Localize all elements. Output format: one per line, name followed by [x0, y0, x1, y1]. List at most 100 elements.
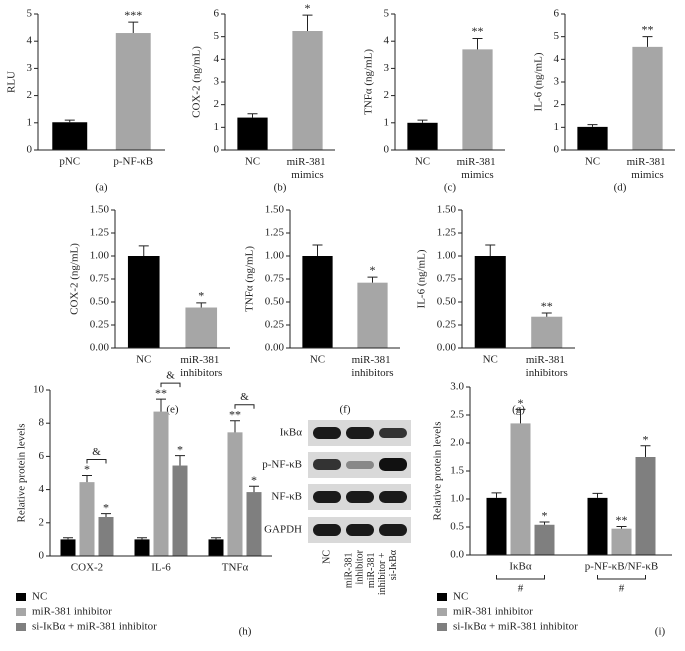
bar — [185, 307, 218, 348]
y-tick-label: 0.50 — [265, 296, 285, 308]
legend-swatch — [437, 608, 447, 616]
y-tick-label: 6 — [39, 450, 45, 462]
y-tick-label: 0.25 — [437, 319, 457, 331]
error-bar — [417, 119, 428, 123]
y-tick-label: 1.25 — [437, 227, 457, 239]
x-tick-label: p-NF-κB — [113, 156, 153, 168]
error-bar — [485, 244, 496, 256]
label-line: inhibitors — [180, 367, 222, 379]
blot-band — [313, 491, 341, 503]
y-tick-label: 3 — [554, 76, 560, 88]
comparison-bracket — [160, 382, 181, 388]
protein-label: GAPDH — [264, 524, 302, 536]
legend-swatch — [437, 593, 447, 601]
y-tick-label: 1.50 — [90, 204, 110, 216]
y-tick-label: 1.00 — [265, 250, 285, 262]
lane-label: miR-381 inhibitor + si-IκBα — [366, 549, 399, 595]
significance-label: * — [198, 289, 204, 303]
label-line: inhibitor + — [377, 550, 388, 595]
significance-label: *** — [124, 8, 142, 22]
y-axis-label: IL-6 (ng/mL) — [533, 52, 545, 111]
bracket-label: # — [619, 583, 625, 595]
y-tick-label: 1.00 — [437, 250, 457, 262]
bar — [127, 256, 160, 348]
x-tick-label: miR-381 mimics — [287, 156, 329, 181]
lane-label: miR-381 inhibitor — [344, 549, 366, 588]
legend-swatch — [437, 623, 447, 631]
x-tick-label: NC — [136, 354, 151, 366]
y-axis-label: IL-6 (ng/mL) — [416, 249, 428, 308]
significance-label: * — [643, 433, 649, 447]
bar — [172, 465, 188, 556]
y-tick-label: 0.5 — [450, 521, 464, 533]
label-line: inhibitors — [526, 367, 568, 379]
label-line: miR-381 — [627, 156, 669, 168]
y-tick-label: 1.00 — [90, 250, 110, 262]
y-axis-label: TNFα (ng/mL) — [244, 246, 256, 312]
bar — [246, 492, 262, 556]
error-bar — [247, 113, 258, 118]
bar — [153, 411, 169, 556]
comparison-bracket — [234, 404, 255, 409]
y-axis-label: TNFα (ng/mL) — [363, 49, 375, 115]
y-tick-label: 2 — [39, 516, 45, 528]
bar — [134, 539, 150, 556]
y-tick-label: 0 — [214, 144, 220, 156]
y-tick-label: 3 — [214, 76, 220, 88]
error-bar — [196, 302, 207, 308]
bar — [486, 497, 507, 555]
y-tick-label: 1.50 — [437, 204, 457, 216]
bar — [52, 122, 88, 150]
y-tick-label: 2.5 — [450, 409, 464, 421]
label-line: inhibitor — [355, 549, 366, 584]
bar — [115, 33, 151, 150]
significance-label: * — [370, 263, 376, 277]
y-tick-label: 4 — [27, 35, 33, 47]
error-bar — [640, 445, 651, 457]
error-bar — [230, 420, 240, 433]
protein-label: NF-κB — [271, 491, 302, 503]
bar — [357, 282, 388, 348]
bar — [534, 524, 555, 555]
blot-band — [379, 458, 407, 471]
x-tick-label: miR-381 inhibitors — [351, 354, 393, 379]
legend-label: miR-381 inhibitor — [32, 606, 112, 618]
error-bar — [472, 37, 483, 50]
y-tick-label: 5 — [384, 8, 390, 20]
significance-label: ** — [472, 24, 484, 38]
y-tick-label: 0.50 — [437, 296, 457, 308]
x-tick-label: NC — [310, 354, 325, 366]
bar — [587, 497, 608, 555]
y-tick-label: 2.0 — [450, 437, 464, 449]
error-bar — [587, 124, 598, 127]
lane-label: NC — [321, 550, 332, 564]
y-tick-label: 0.25 — [265, 319, 285, 331]
x-tick-label: COX-2 — [71, 562, 103, 574]
y-tick-label: 1 — [27, 116, 33, 128]
significance-label: ** — [541, 299, 553, 313]
label-line: miR-381 — [366, 550, 377, 588]
bar — [98, 516, 114, 556]
legend-swatch — [16, 593, 26, 601]
significance-label: ** — [616, 513, 628, 527]
significance-label: * — [542, 509, 548, 523]
x-tick-label: p-NF-κB/NF-κB — [585, 561, 658, 573]
bar — [60, 539, 76, 556]
error-bar — [64, 119, 75, 123]
x-tick-label: miR-381 mimics — [457, 156, 499, 181]
error-bar — [128, 21, 139, 34]
x-tick-label: NC — [245, 156, 260, 168]
y-tick-label: 5 — [27, 8, 33, 20]
blot-band — [346, 427, 374, 439]
y-tick-label: 4 — [554, 53, 560, 65]
y-tick-label: 1 — [214, 121, 220, 133]
significance-label: ** — [229, 407, 241, 421]
blot-band — [379, 524, 407, 536]
bar — [79, 482, 95, 556]
error-bar — [541, 312, 552, 317]
y-tick-label: 6 — [554, 8, 560, 20]
error-bar — [642, 36, 653, 47]
x-tick-label: IL-6 — [151, 562, 171, 574]
y-tick-label: 4 — [384, 35, 390, 47]
y-tick-label: 3 — [27, 62, 33, 74]
